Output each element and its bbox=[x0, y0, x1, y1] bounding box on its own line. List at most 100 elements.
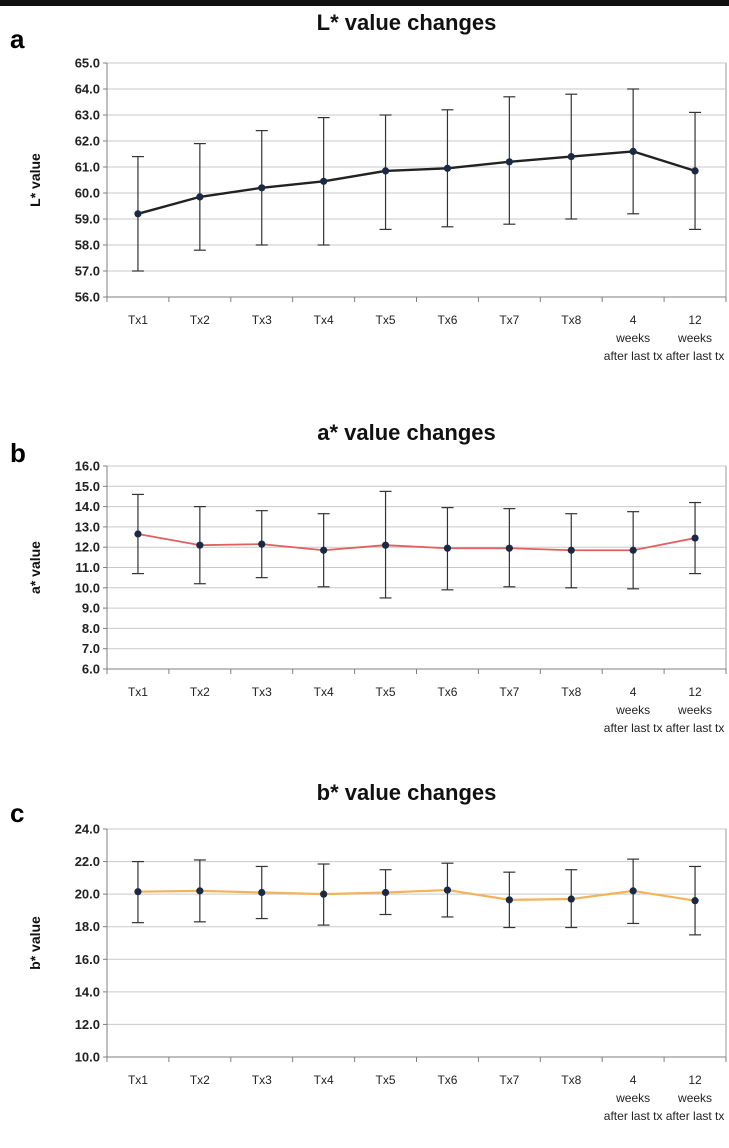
y-tick-label: 10.0 bbox=[75, 1050, 100, 1065]
data-point bbox=[381, 541, 390, 549]
y-tick-label: 24.0 bbox=[75, 822, 100, 837]
x-tick-label: Tx7 bbox=[499, 685, 519, 699]
y-tick-label: 18.0 bbox=[75, 919, 100, 934]
data-point bbox=[443, 544, 452, 552]
x-tick-label: 4 weeks after last tx bbox=[604, 313, 663, 363]
chart-panel-c: c b* value changes 10.0 12.0 14.0 16.0 18.0 20.… bbox=[10, 780, 727, 1123]
data-point bbox=[196, 887, 204, 895]
y-tick-label: 12.0 bbox=[75, 540, 100, 555]
data-point bbox=[381, 888, 390, 897]
data-point bbox=[629, 887, 637, 895]
x-tick-label: 12 weeks after last tx bbox=[666, 1073, 725, 1123]
x-tick-label: Tx2 bbox=[190, 313, 210, 327]
y-tick-label: 7.0 bbox=[82, 641, 100, 656]
y-tick-label: 63.0 bbox=[75, 108, 100, 123]
x-tick-label: 4 weeks after last tx bbox=[604, 1073, 663, 1123]
data-point bbox=[691, 897, 699, 905]
y-tick-label: 16.0 bbox=[75, 459, 100, 474]
x-tick-label: Tx8 bbox=[561, 1073, 581, 1087]
x-tick-label: Tx8 bbox=[561, 313, 581, 327]
data-point bbox=[567, 546, 575, 554]
y-tick-label: 20.0 bbox=[75, 887, 100, 902]
y-tick-label: 6.0 bbox=[82, 662, 100, 677]
x-tick-label: Tx3 bbox=[252, 685, 272, 699]
data-point bbox=[196, 193, 204, 201]
data-point bbox=[320, 546, 328, 554]
chart-title: L* value changes bbox=[317, 10, 497, 35]
x-tick-label: 12 weeks after last tx bbox=[666, 685, 725, 735]
x-tick-label: 12 weeks after last tx bbox=[666, 313, 725, 363]
x-tick-label: Tx1 bbox=[128, 313, 148, 327]
chart-panel-b: b a* value changes 6.0 7.0 8.0 9.0 10.0 11.0 12.… bbox=[10, 420, 727, 735]
data-point bbox=[320, 177, 328, 185]
data-point bbox=[505, 158, 513, 166]
y-tick-label: 15.0 bbox=[75, 479, 100, 494]
data-point bbox=[258, 540, 266, 548]
data-point bbox=[443, 886, 452, 894]
y-tick-label: 8.0 bbox=[82, 621, 100, 636]
x-tick-label: Tx5 bbox=[376, 685, 396, 699]
chart-panel-a: a L* value changes 56.0 57.0 58.0 59.0 60.0 61.… bbox=[10, 10, 727, 363]
y-tick-label: 59.0 bbox=[75, 212, 100, 227]
x-tick-label: Tx5 bbox=[376, 1073, 396, 1087]
x-tick-label: Tx4 bbox=[314, 1073, 334, 1087]
y-tick-label: 57.0 bbox=[75, 264, 100, 279]
x-tick-label: Tx7 bbox=[499, 1073, 519, 1087]
x-tick-label: Tx4 bbox=[314, 685, 334, 699]
data-point bbox=[258, 184, 266, 192]
y-tick-label: 14.0 bbox=[75, 984, 100, 999]
y-tick-label: 65.0 bbox=[75, 56, 100, 71]
x-tick-label: Tx7 bbox=[499, 313, 519, 327]
y-axis-label: b* value bbox=[27, 916, 43, 970]
data-point bbox=[134, 210, 142, 218]
y-tick-label: 11.0 bbox=[75, 560, 100, 575]
top-border bbox=[0, 0, 729, 6]
chart-title: a* value changes bbox=[317, 420, 496, 445]
x-tick-label: Tx6 bbox=[437, 1073, 457, 1087]
y-axis-label: a* value bbox=[27, 541, 43, 594]
x-tick-label: Tx2 bbox=[190, 1073, 210, 1087]
y-tick-label: 58.0 bbox=[75, 238, 100, 253]
y-axis-label: L* value bbox=[27, 153, 43, 207]
y-tick-label: 9.0 bbox=[82, 601, 100, 616]
y-tick-label: 22.0 bbox=[75, 854, 100, 869]
data-point bbox=[629, 546, 637, 554]
x-tick-label: Tx3 bbox=[252, 1073, 272, 1087]
x-tick-label: Tx8 bbox=[561, 685, 581, 699]
x-tick-label: Tx2 bbox=[190, 685, 210, 699]
x-tick-label: 4 weeks after last tx bbox=[604, 685, 663, 735]
y-tick-label: 61.0 bbox=[75, 160, 100, 175]
data-point bbox=[258, 888, 266, 897]
panel-letter: a bbox=[10, 24, 25, 54]
x-tick-label: Tx4 bbox=[314, 313, 334, 327]
chart-title: b* value changes bbox=[317, 780, 497, 805]
series-line bbox=[137, 533, 696, 552]
plot-area bbox=[106, 62, 727, 298]
y-tick-label: 14.0 bbox=[75, 499, 100, 514]
data-point bbox=[196, 541, 204, 549]
series-line bbox=[137, 888, 696, 902]
y-tick-label: 60.0 bbox=[75, 186, 100, 201]
panel-letter: c bbox=[10, 798, 24, 828]
y-tick-label: 13.0 bbox=[75, 519, 100, 534]
y-tick-label: 56.0 bbox=[75, 290, 100, 305]
y-tick-label: 10.0 bbox=[75, 580, 100, 595]
panel-letter: b bbox=[10, 438, 26, 468]
data-point bbox=[381, 167, 390, 175]
data-point bbox=[567, 895, 575, 903]
data-point bbox=[320, 890, 328, 898]
y-tick-label: 64.0 bbox=[75, 82, 100, 97]
y-tick-label: 16.0 bbox=[75, 952, 100, 967]
x-tick-label: Tx1 bbox=[128, 685, 148, 699]
data-point bbox=[134, 888, 142, 896]
x-tick-label: Tx6 bbox=[437, 313, 457, 327]
y-tick-label: 12.0 bbox=[75, 1017, 100, 1032]
data-point bbox=[567, 153, 575, 161]
x-tick-label: Tx6 bbox=[437, 685, 457, 699]
data-point bbox=[629, 147, 637, 155]
data-point bbox=[505, 896, 513, 904]
data-point bbox=[691, 167, 699, 175]
data-point bbox=[134, 530, 142, 538]
x-tick-label: Tx1 bbox=[128, 1073, 148, 1087]
